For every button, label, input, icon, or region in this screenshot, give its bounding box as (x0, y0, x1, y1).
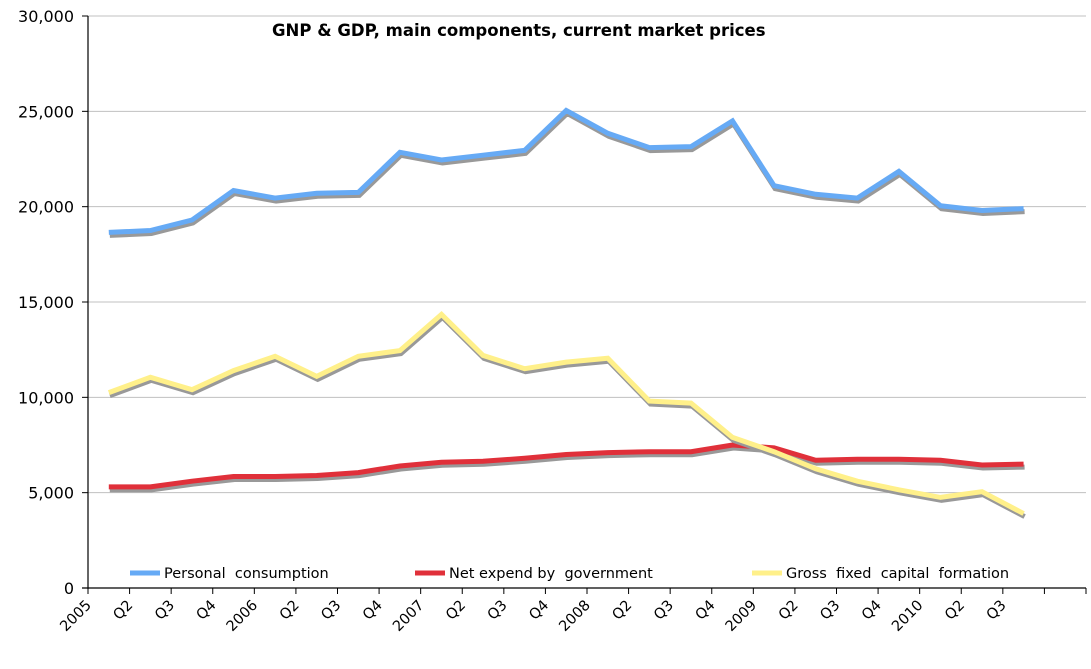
y-axis: 0 5,000 10,000 15,000 20,000 25,000 30,000 (18, 7, 89, 598)
gridlines (88, 15, 1086, 494)
x-tick-label: 2009 (723, 598, 760, 635)
x-tick-label: Q2 (111, 598, 137, 624)
y-tick-label: 25,000 (18, 102, 74, 121)
x-tick-label: Q2 (942, 598, 968, 624)
x-tick-label: Q4 (693, 598, 719, 624)
legend-label: Gross fixed capital formation (786, 566, 1009, 582)
y-tick-label: 15,000 (18, 293, 74, 312)
x-tick-label: Q3 (152, 598, 178, 624)
legend-label: Net expend by government (449, 566, 653, 582)
x-tick-label: 2005 (57, 598, 94, 635)
x-tick-label: Q2 (776, 598, 802, 624)
y-tick-label: 20,000 (18, 198, 74, 217)
series-shadow (109, 110, 1025, 238)
x-tick-label: 2010 (889, 598, 926, 635)
x-tick-label: Q4 (859, 598, 885, 624)
legend: Personal consumption Net expend by govern… (130, 566, 1009, 582)
x-axis: 2005 Q2 Q3 Q4 2006 Q2 Q3 Q4 2007 Q2 Q3 Q4 2008 Q2 Q3 Q4… (57, 587, 1087, 635)
y-tick-label: 5,000 (28, 484, 74, 503)
x-tick-label: Q2 (610, 598, 636, 624)
series-line-1 (108, 107, 1024, 235)
x-tick-label: Q3 (651, 598, 677, 624)
x-tick-label: 2007 (390, 598, 427, 635)
x-tick-label: Q4 (194, 598, 220, 624)
x-tick-label: 2008 (556, 598, 593, 635)
x-tick-label: Q4 (526, 598, 552, 624)
series-line-2 (108, 442, 1024, 490)
y-tick-label: 0 (64, 579, 74, 598)
x-tick-label: Q3 (485, 598, 511, 624)
x-tick-label: 2006 (224, 598, 261, 635)
x-tick-label: Q3 (318, 598, 344, 624)
series-line-3 (107, 310, 1025, 516)
x-tick-label: Q2 (443, 598, 469, 624)
series-lines (107, 107, 1026, 519)
legend-label: Personal consumption (164, 566, 329, 582)
x-tick-label: Q2 (277, 598, 303, 624)
y-tick-label: 30,000 (18, 7, 74, 26)
x-tick-label: Q3 (817, 598, 843, 624)
series-shadow (108, 313, 1026, 519)
x-tick-label: Q3 (984, 598, 1010, 624)
y-tick-label: 10,000 (18, 388, 74, 407)
chart-title: GNP & GDP, main components, current mark… (272, 21, 766, 40)
x-tick-label: Q4 (360, 598, 386, 624)
series-shadow (109, 445, 1025, 493)
